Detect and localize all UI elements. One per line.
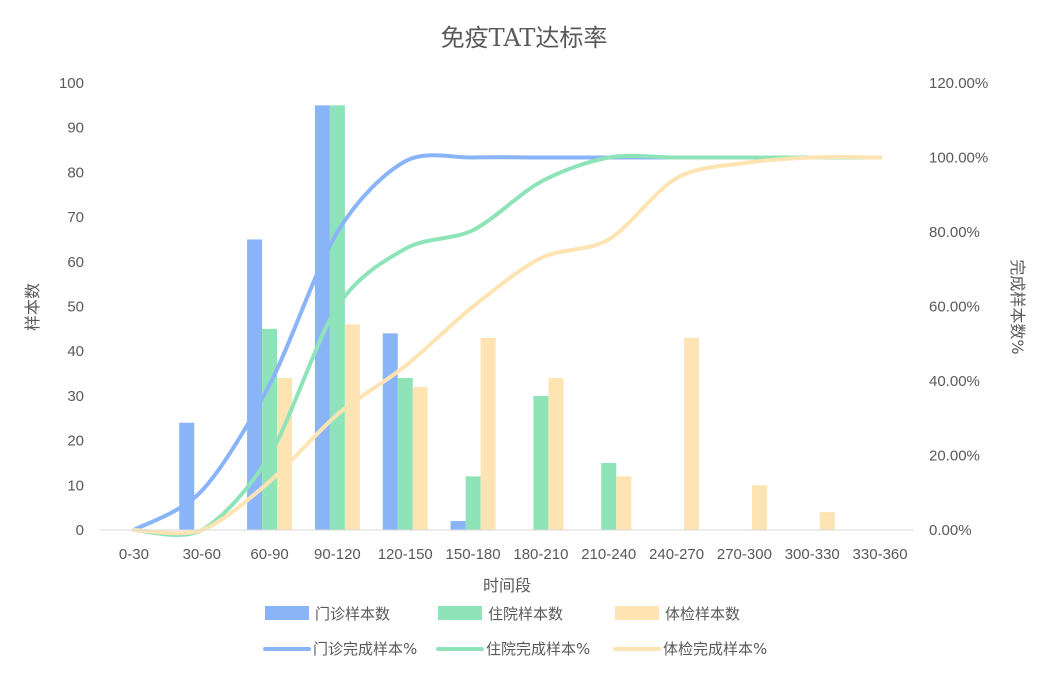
x-tick-label: 0-30 bbox=[119, 546, 149, 563]
legend-swatch-bar-1 bbox=[265, 606, 309, 620]
bar-2 bbox=[465, 476, 481, 530]
legend-label-line-1: 门诊完成样本% bbox=[313, 640, 417, 658]
y-tick-label: 40 bbox=[67, 343, 84, 360]
bar-3 bbox=[751, 485, 767, 530]
y-axis-title: 样本数 bbox=[23, 283, 42, 331]
y2-tick-label: 80.00% bbox=[929, 224, 980, 241]
bar-3 bbox=[616, 476, 632, 530]
x-tick-label: 330-360 bbox=[853, 546, 908, 563]
y-tick-label: 90 bbox=[67, 120, 84, 137]
y-tick-label: 60 bbox=[67, 254, 84, 271]
lines-layer bbox=[131, 153, 883, 537]
y2-tick-label: 100.00% bbox=[929, 150, 988, 167]
x-tick-label: 60-90 bbox=[250, 546, 288, 563]
y2-axis-title: 完成样本数% bbox=[1008, 259, 1027, 354]
bar-2 bbox=[262, 328, 278, 530]
bar-2 bbox=[329, 105, 345, 530]
y-tick-label: 10 bbox=[67, 477, 84, 494]
y2-tick-label: 40.00% bbox=[929, 373, 980, 390]
y-tick-label: 50 bbox=[67, 299, 84, 316]
line-series-3 bbox=[131, 155, 883, 536]
bar-1 bbox=[450, 521, 466, 530]
x-tick-label: 210-240 bbox=[581, 546, 636, 563]
x-tick-label: 240-270 bbox=[649, 546, 704, 563]
x-tick-label: 300-330 bbox=[785, 546, 840, 563]
y-tick-label: 80 bbox=[67, 164, 84, 181]
x-tick-label: 120-150 bbox=[378, 546, 433, 563]
bar-1 bbox=[382, 333, 398, 530]
chart-title: 免疫TAT达标率 bbox=[441, 24, 608, 52]
y2-tick-label: 0.00% bbox=[929, 522, 972, 539]
y2-tick-label: 60.00% bbox=[929, 299, 980, 316]
bar-3 bbox=[548, 378, 564, 530]
x-tick-label: 30-60 bbox=[183, 546, 221, 563]
legend-swatch-bar-3 bbox=[615, 606, 659, 620]
y-axis-ticks: 0 10 20 30 40 50 60 70 80 90 100 bbox=[59, 75, 84, 539]
bars-layer bbox=[179, 105, 835, 530]
bar-3 bbox=[277, 378, 293, 530]
bar-3 bbox=[412, 386, 428, 530]
y-tick-label: 30 bbox=[67, 388, 84, 405]
y-tick-label: 100 bbox=[59, 75, 84, 92]
line-series-2 bbox=[131, 153, 883, 537]
bar-2 bbox=[601, 462, 617, 530]
bar-1 bbox=[314, 105, 330, 530]
x-tick-label: 90-120 bbox=[314, 546, 361, 563]
y-tick-label: 0 bbox=[76, 522, 84, 539]
legend-label-line-3: 体检完成样本% bbox=[663, 640, 767, 658]
legend-label-bar-1: 门诊样本数 bbox=[315, 605, 390, 623]
legend-label-line-2: 住院完成样本% bbox=[486, 640, 590, 658]
legend-swatch-bar-2 bbox=[438, 606, 482, 620]
x-tick-label: 180-210 bbox=[513, 546, 568, 563]
bar-2 bbox=[533, 395, 549, 530]
bar-2 bbox=[397, 378, 413, 530]
bar-3 bbox=[344, 324, 360, 530]
x-axis-title: 时间段 bbox=[483, 576, 531, 595]
bar-3 bbox=[684, 337, 700, 530]
y2-tick-label: 20.00% bbox=[929, 448, 980, 465]
legend-label-bar-2: 住院样本数 bbox=[488, 605, 563, 623]
y-tick-label: 20 bbox=[67, 433, 84, 450]
y2-axis-ticks: 0.00% 20.00% 40.00% 60.00% 80.00% 100.00% 120.… bbox=[929, 75, 988, 539]
x-axis-ticks: 0-30 30-60 60-90 90-120 120-150 150-180 180-21… bbox=[119, 546, 908, 563]
bar-3 bbox=[480, 337, 496, 530]
y2-tick-label: 120.00% bbox=[929, 75, 988, 92]
bar-3 bbox=[819, 512, 835, 530]
bar-1 bbox=[247, 239, 263, 530]
legend-label-bar-3: 体检样本数 bbox=[665, 605, 740, 623]
bar-1 bbox=[179, 422, 195, 530]
x-tick-label: 270-300 bbox=[717, 546, 772, 563]
line-series-1 bbox=[131, 153, 883, 532]
y-tick-label: 70 bbox=[67, 209, 84, 226]
x-tick-label: 150-180 bbox=[446, 546, 501, 563]
